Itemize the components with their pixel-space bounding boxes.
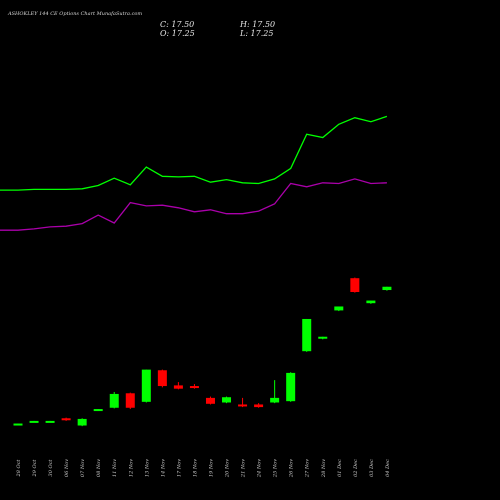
- x-tick-label: 11 Nov: [112, 459, 118, 477]
- high-value: H: 17.50: [239, 20, 275, 29]
- x-tick-label: 18 Nov: [192, 459, 198, 477]
- candle-body: [109, 393, 119, 408]
- candle-body: [61, 418, 71, 421]
- candle-body: [318, 336, 328, 339]
- candle-body: [254, 404, 264, 408]
- candle-body: [205, 397, 215, 404]
- open-value: O: 17.25: [160, 29, 195, 38]
- x-tick-label: 07 Nov: [80, 459, 86, 477]
- x-tick-label: 17 Nov: [176, 459, 182, 477]
- x-tick-label: 02 Dec: [353, 459, 359, 477]
- candle-body: [302, 318, 312, 352]
- candle-body: [125, 393, 135, 408]
- candle-body: [93, 409, 103, 412]
- x-tick-label: 24 Nov: [257, 459, 263, 478]
- x-tick-label: 04 Dec: [385, 459, 391, 477]
- x-tick-label: 06 Nov: [64, 459, 70, 477]
- candle-body: [222, 397, 232, 403]
- x-tick-label: 25 Nov: [273, 459, 279, 478]
- candle-body: [173, 385, 183, 389]
- candle-body: [141, 369, 151, 402]
- x-tick-label: 28 Nov: [321, 459, 327, 478]
- x-tick-label: 26 Nov: [289, 459, 295, 478]
- x-tick-label: 28 Oct: [16, 459, 22, 478]
- x-tick-label: 12 Nov: [128, 459, 134, 477]
- indicator-lines: [0, 115, 388, 231]
- x-tick-label: 27 Nov: [305, 459, 311, 478]
- candle-body: [189, 386, 199, 389]
- low-value: L: 17.25: [239, 29, 273, 38]
- candle-body: [366, 300, 376, 304]
- candle-body: [13, 423, 23, 426]
- x-tick-label: 03 Dec: [369, 459, 375, 477]
- magenta-indicator-line: [0, 178, 387, 231]
- x-tick-label: 08 Nov: [96, 459, 102, 477]
- candle-body: [382, 286, 392, 291]
- x-tick-label: 21 Nov: [241, 459, 247, 478]
- chart-title: ASHOKLEY 144 CE Options Chart MunafaSutr…: [7, 11, 142, 17]
- x-tick-label: 20 Nov: [225, 459, 231, 478]
- candle-body: [77, 418, 87, 426]
- x-axis: 28 Oct 29 Oct 30 Oct 06 Nov 07 Nov 08 Nov 11 N…: [16, 459, 391, 478]
- candles-group: [13, 277, 392, 427]
- candle-body: [286, 372, 296, 402]
- candle-body: [29, 420, 39, 423]
- x-tick-label: 30 Oct: [48, 459, 54, 477]
- x-tick-label: 14 Nov: [160, 459, 166, 477]
- close-value: C: 17.50: [160, 20, 194, 29]
- x-tick-label: 13 Nov: [144, 459, 150, 477]
- candle-body: [270, 397, 280, 403]
- x-tick-label: 29 Oct: [32, 459, 38, 478]
- candle-body: [45, 420, 55, 423]
- candle-body: [157, 370, 167, 387]
- candle-body: [238, 404, 248, 407]
- candle-body: [334, 306, 344, 311]
- green-indicator-line: [0, 115, 388, 191]
- x-tick-label: 19 Nov: [208, 459, 214, 477]
- x-tick-label: 01 Dec: [337, 459, 343, 477]
- candle-body: [350, 278, 360, 293]
